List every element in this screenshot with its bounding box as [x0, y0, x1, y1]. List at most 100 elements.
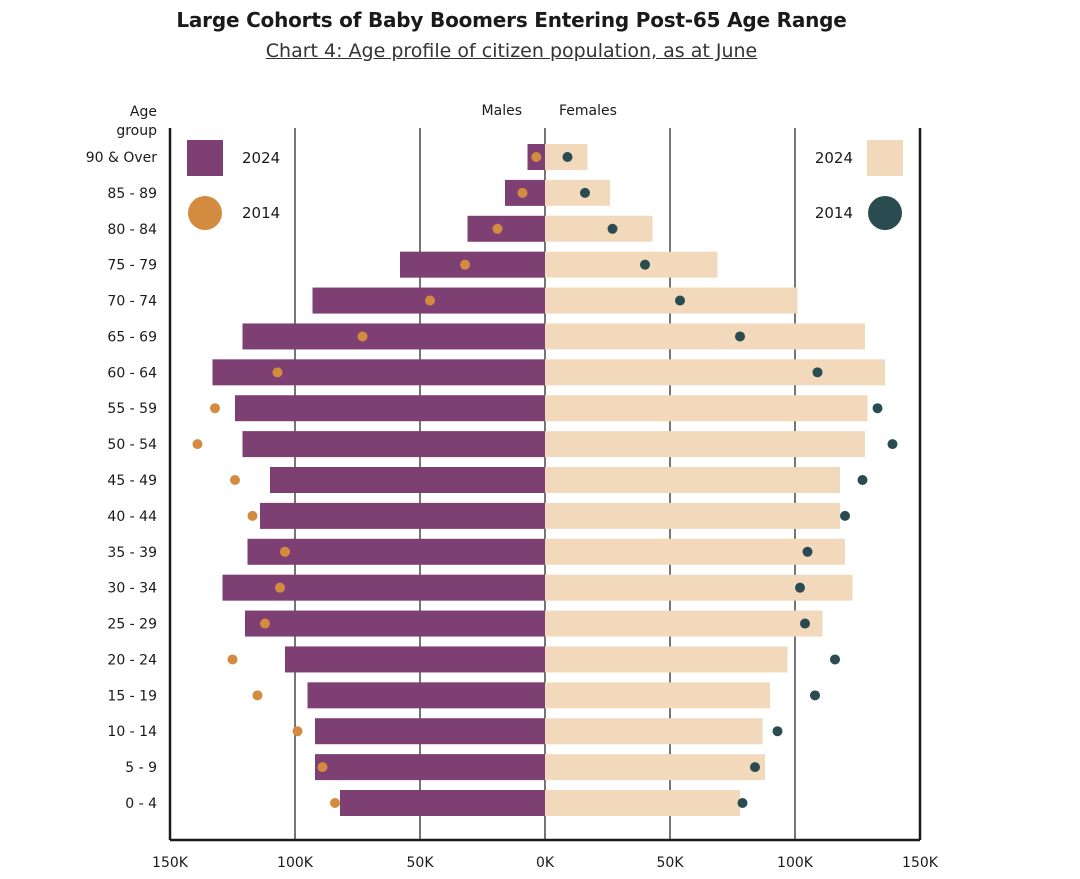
x-tick-label: 150K: [152, 855, 189, 871]
legend-female-2014-label: 2014: [815, 204, 853, 222]
female-2024-bar: [545, 323, 865, 350]
female-2024-bar: [545, 179, 610, 206]
female-2024-bar: [545, 538, 845, 565]
male-2024-bar: [245, 610, 545, 637]
x-tick-label: 50K: [407, 855, 435, 871]
dots: [192, 152, 898, 808]
y-tick-label: 55 - 59: [107, 401, 157, 417]
male-2014-dot: [330, 798, 340, 808]
female-2024-bar: [545, 682, 770, 709]
female-2024-bar: [545, 359, 885, 386]
y-tick-label: 0 - 4: [125, 796, 157, 812]
female-2014-dot: [737, 798, 748, 808]
females-label: Females: [559, 103, 617, 119]
legend: 2024 2014 2024 2014: [187, 140, 903, 230]
female-2024-bar: [545, 718, 763, 745]
female-2014-dot: [810, 690, 820, 701]
male-2014-dot: [317, 762, 328, 773]
y-tick-label: 30 - 34: [107, 581, 157, 597]
male-2014-dot: [192, 439, 203, 450]
age-axis-label-line2: group: [116, 123, 157, 139]
female-2014-dot: [607, 223, 618, 234]
y-tick-label: 85 - 89: [107, 186, 157, 202]
male-2014-dot: [230, 475, 240, 485]
male-2024-bar: [315, 754, 545, 781]
y-tick-label: 10 - 14: [107, 724, 157, 740]
male-2014-dot: [275, 582, 285, 593]
female-2014-dot: [795, 582, 805, 593]
male-2024-bar: [340, 790, 545, 816]
male-2024-bar: [212, 359, 545, 386]
male-2024-bar: [307, 682, 545, 709]
female-2014-dot: [857, 475, 868, 485]
female-2024-bar: [545, 790, 740, 816]
female-2024-bar: [545, 215, 653, 242]
male-2014-dot: [280, 546, 290, 557]
male-2014-dot: [517, 187, 528, 198]
legend-female-2024-swatch: [867, 140, 903, 176]
female-2014-dot: [735, 331, 745, 342]
y-tick-label: 90 & Over: [86, 150, 158, 166]
female-2014-dot: [562, 152, 573, 162]
female-2014-dot: [887, 439, 898, 450]
female-2024-bar: [545, 467, 840, 493]
male-2024-bar: [242, 431, 545, 458]
female-2014-dot: [872, 403, 883, 414]
male-2024-bar: [242, 323, 545, 350]
legend-female-2014-swatch: [868, 196, 902, 230]
y-tick-label: 45 - 49: [107, 473, 157, 489]
legend-male-2014-label: 2014: [242, 204, 280, 222]
female-2024-bar: [545, 431, 865, 458]
male-2014-dot: [357, 331, 368, 342]
female-2024-bar: [545, 754, 765, 781]
x-tick-label: 0K: [536, 855, 555, 871]
female-2014-dot: [802, 546, 813, 557]
female-2014-dot: [640, 259, 650, 270]
male-2024-bar: [270, 467, 545, 493]
female-2024-bar: [545, 646, 788, 673]
legend-male-2024-label: 2024: [242, 149, 280, 167]
y-tick-label: 5 - 9: [125, 760, 157, 776]
y-tick-label: 80 - 84: [107, 222, 157, 238]
female-2024-bar: [545, 395, 868, 422]
female-2014-dot: [812, 367, 823, 378]
female-2014-dot: [830, 654, 840, 665]
male-2024-bar: [235, 395, 545, 422]
legend-male-2024-swatch: [187, 140, 223, 176]
female-2014-dot: [580, 187, 590, 198]
y-tick-label: 60 - 64: [107, 365, 157, 381]
y-tick-label: 40 - 44: [107, 509, 157, 525]
male-2024-bar: [467, 215, 545, 242]
x-tick-label: 100K: [277, 855, 314, 871]
male-2014-dot: [292, 726, 303, 737]
bars: [212, 144, 885, 816]
y-tick-label: 65 - 69: [107, 329, 157, 345]
female-2024-bar: [545, 610, 823, 637]
y-tick-label: 25 - 29: [107, 617, 157, 633]
male-2014-dot: [460, 259, 470, 270]
plot-frame: [168, 128, 922, 842]
x-tick-label: 50K: [657, 855, 685, 871]
female-2024-bar: [545, 287, 798, 314]
male-2014-dot: [247, 510, 258, 521]
female-2014-dot: [800, 618, 810, 629]
male-2024-bar: [315, 718, 545, 745]
chart-title: Large Cohorts of Baby Boomers Entering P…: [176, 8, 847, 32]
male-2014-dot: [260, 618, 270, 629]
males-label: Males: [482, 103, 522, 119]
y-tick-label: 15 - 19: [107, 688, 157, 704]
y-tick-label: 70 - 74: [107, 294, 157, 310]
male-2024-bar: [247, 538, 545, 565]
male-2024-bar: [260, 502, 545, 529]
x-tick-label: 150K: [902, 855, 939, 871]
y-tick-label: 35 - 39: [107, 545, 157, 561]
male-2014-dot: [531, 152, 542, 162]
male-2014-dot: [272, 367, 283, 378]
x-tick-label: 100K: [777, 855, 814, 871]
male-2014-dot: [210, 403, 220, 414]
male-2014-dot: [227, 654, 238, 665]
legend-male-2014-swatch: [188, 196, 222, 230]
axis-labels: Age group Males Females 150K 100K 50K 0K 50K…: [86, 103, 939, 871]
legend-female-2024-label: 2024: [815, 149, 853, 167]
